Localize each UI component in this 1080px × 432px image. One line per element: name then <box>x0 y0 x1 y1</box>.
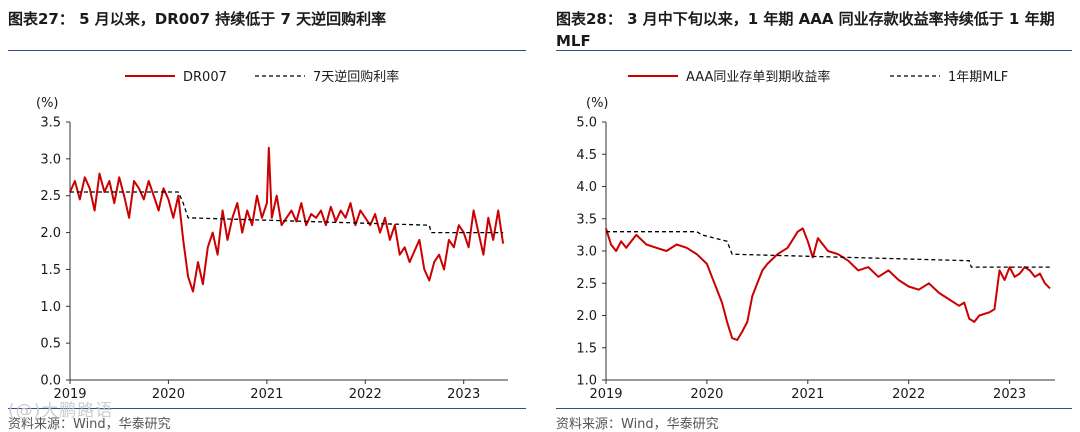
y-unit-label-1: (%) <box>586 96 609 111</box>
y-tick-label: 3.5 <box>576 212 597 227</box>
title-rule-left <box>8 50 526 51</box>
series-line-main <box>605 227 1051 341</box>
source-rule-left <box>8 408 526 409</box>
y-tick-label: 2.0 <box>40 226 61 241</box>
x-tick-label: 2022 <box>892 387 925 402</box>
x-tick-label: 2021 <box>791 387 824 402</box>
source-rule-right <box>556 408 1072 409</box>
watermark-logo: (@)大鹏路语 <box>8 401 114 421</box>
legend-label: 7天逆回购利率 <box>313 69 399 85</box>
x-tick-label: 2019 <box>53 387 86 402</box>
y-tick-label: 0.0 <box>40 374 61 389</box>
series-line-reference <box>606 231 1050 268</box>
source-left: 资料来源：Wind，华泰研究 <box>8 417 171 432</box>
source-right: 资料来源：Wind，华泰研究 <box>556 417 719 432</box>
y-tick-label: 4.0 <box>576 180 597 195</box>
y-tick-label: 0.5 <box>40 337 61 352</box>
x-tick-label: 2022 <box>349 387 382 402</box>
series-line-reference <box>70 191 504 234</box>
y-tick-label: 2.5 <box>576 277 597 292</box>
y-tick-label: 4.5 <box>576 148 597 163</box>
y-tick-label: 2.5 <box>40 189 61 204</box>
x-tick-label: 2019 <box>589 387 622 402</box>
legend-label: DR007 <box>183 70 227 85</box>
x-tick-label: 2023 <box>993 387 1026 402</box>
y-tick-label: 3.0 <box>40 152 61 167</box>
y-tick-label: 1.5 <box>40 263 61 278</box>
x-tick-label: 2020 <box>152 387 185 402</box>
title-rule-right <box>556 50 1072 51</box>
series-line-main <box>69 146 505 293</box>
y-tick-label: 3.5 <box>40 116 61 131</box>
y-tick-label: 5.0 <box>576 116 597 131</box>
y-tick-label: 1.0 <box>40 300 61 315</box>
chart-title-left: 图表27： 5 月以来，DR007 持续低于 7 天逆回购利率 <box>8 10 387 28</box>
y-unit-label-0: (%) <box>36 96 59 111</box>
legend-label: AAA同业存单到期收益率 <box>686 69 830 85</box>
y-tick-label: 1.5 <box>576 341 597 356</box>
x-tick-label: 2020 <box>690 387 723 402</box>
chart-title-right: 图表28： 3 月中下旬以来，1 年期 AAA 同业存款收益率持续低于 1 年期… <box>556 10 1055 50</box>
y-tick-label: 3.0 <box>576 245 597 260</box>
y-tick-label: 2.0 <box>576 309 597 324</box>
x-tick-label: 2021 <box>250 387 283 402</box>
y-tick-label: 1.0 <box>576 374 597 389</box>
x-tick-label: 2023 <box>447 387 480 402</box>
legend-label: 1年期MLF <box>948 70 1008 85</box>
